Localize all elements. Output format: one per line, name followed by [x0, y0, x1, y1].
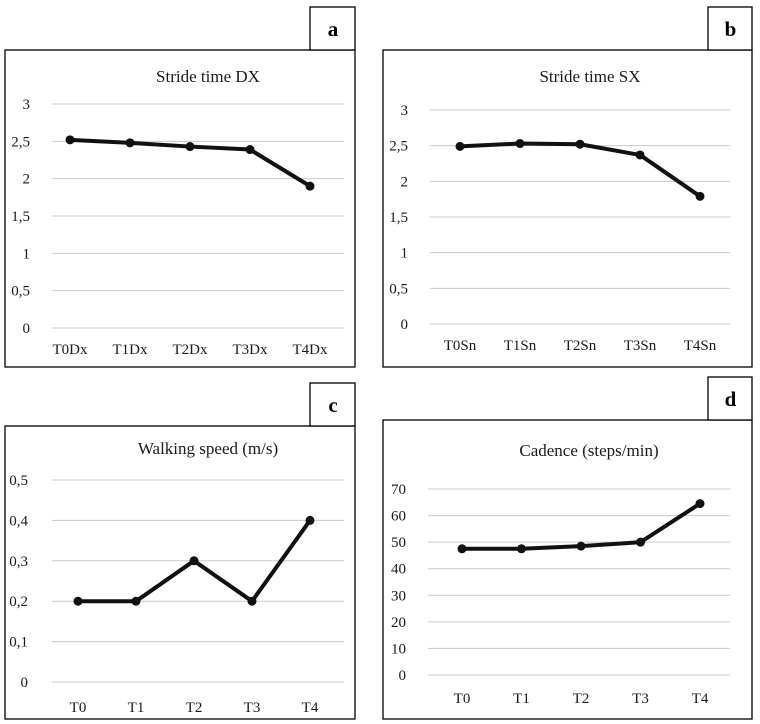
- y-tick-label: 1,5: [11, 209, 30, 225]
- data-point: [575, 139, 585, 149]
- x-tick-label: T3Sn: [624, 338, 657, 354]
- y-tick-label: 0: [23, 321, 31, 337]
- x-tick-label: T2: [573, 691, 590, 707]
- data-point: [636, 537, 645, 547]
- y-tick-label: 0,1: [9, 635, 28, 651]
- x-tick-label: T4Dx: [293, 342, 328, 358]
- data-point: [695, 191, 705, 201]
- y-tick-label: 2,5: [11, 134, 30, 150]
- y-tick-label: 50: [391, 535, 406, 551]
- y-tick-label: 2,5: [389, 139, 408, 155]
- y-tick-label: 0,2: [9, 594, 28, 610]
- y-tick-label: 30: [391, 588, 406, 604]
- y-tick-label: 20: [391, 615, 406, 631]
- panel-badge-label: c: [328, 393, 337, 417]
- x-tick-label: T4: [692, 691, 709, 707]
- x-tick-label: T0Dx: [53, 342, 88, 358]
- x-tick-label: T2Sn: [564, 338, 597, 354]
- chart-d-svg: d Cadence (steps/min) 0 10 20 30 40 50 60 70 T0 T1 T…: [382, 376, 753, 720]
- x-tick-label: T1: [128, 700, 145, 716]
- chart-title: Stride time SX: [539, 67, 640, 86]
- data-point: [455, 141, 465, 151]
- x-tick-label: T1Dx: [113, 342, 148, 358]
- x-tick-label: T4: [302, 700, 319, 716]
- panel-badge-label: d: [725, 387, 737, 411]
- y-tick-label: 70: [391, 482, 406, 498]
- data-point: [635, 150, 645, 160]
- panel-badge: [309, 6, 356, 51]
- data-point: [189, 556, 199, 566]
- x-tick-label: T3: [632, 691, 649, 707]
- y-tick-label: 3: [401, 103, 409, 119]
- y-tick-label: 2: [401, 174, 409, 190]
- chart-frame: [382, 49, 753, 368]
- y-tick-label: 3: [23, 97, 31, 113]
- chart-frame: [4, 49, 356, 368]
- y-tick-label: 2: [23, 172, 31, 188]
- data-point: [65, 135, 75, 145]
- x-tick-label: T1: [513, 691, 530, 707]
- data-point: [185, 142, 195, 152]
- panel-badge-label: b: [725, 17, 737, 41]
- y-tick-label: 0,3: [9, 554, 28, 570]
- data-point: [247, 596, 257, 606]
- y-tick-label: 0: [21, 675, 29, 691]
- chart-panel-d: d Cadence (steps/min) 0 10 20 30 40 50 60 70 T0 T1 T…: [382, 376, 753, 720]
- data-point: [576, 541, 586, 551]
- data-point: [305, 515, 315, 525]
- chart-title: Walking speed (m/s): [138, 439, 278, 458]
- chart-panel-a: a Stride time DX 0 0,5 1 1,5 2 2,5 3 T0Dx T1Dx T2Dx…: [4, 6, 356, 368]
- data-point: [245, 145, 255, 155]
- x-tick-label: T1Sn: [504, 338, 537, 354]
- data-point: [131, 596, 141, 606]
- data-point: [125, 138, 135, 148]
- x-tick-label: T2Dx: [173, 342, 208, 358]
- y-tick-label: 0: [401, 317, 409, 333]
- y-tick-label: 0,5: [11, 284, 30, 300]
- y-tick-label: 0,5: [9, 473, 28, 489]
- x-tick-label: T3Dx: [233, 342, 268, 358]
- y-tick-label: 1,5: [389, 210, 408, 226]
- x-tick-label: T0: [70, 700, 87, 716]
- chart-panel-c: c Walking speed (m/s) 0 0,1 0,2 0,3 0,4 0,5 T0 T1…: [4, 382, 356, 720]
- panel-badge: [707, 376, 753, 421]
- data-point: [457, 544, 467, 554]
- chart-a-svg: a Stride time DX 0 0,5 1 1,5 2 2,5 3 T0Dx T1Dx T2Dx…: [4, 6, 356, 368]
- chart-c-svg: c Walking speed (m/s) 0 0,1 0,2 0,3 0,4 0,5 T0 T1…: [4, 382, 356, 720]
- chart-frame: [4, 425, 356, 720]
- y-tick-label: 1: [23, 246, 31, 262]
- y-tick-label: 0,5: [389, 281, 408, 297]
- y-tick-label: 0,4: [9, 513, 28, 529]
- data-point: [515, 139, 525, 149]
- y-tick-label: 1: [401, 246, 409, 262]
- data-point: [695, 499, 705, 509]
- chart-title: Cadence (steps/min): [519, 441, 658, 460]
- x-tick-label: T0Sn: [444, 338, 477, 354]
- data-point: [305, 181, 315, 191]
- panel-badge: [707, 6, 753, 51]
- series-line: [458, 141, 702, 199]
- data-point: [517, 544, 526, 554]
- x-tick-label: T2: [186, 700, 203, 716]
- y-tick-label: 60: [391, 509, 406, 525]
- chart-frame: [382, 419, 753, 720]
- chart-title: Stride time DX: [156, 67, 260, 86]
- y-tick-label: 40: [391, 562, 406, 578]
- chart-b-svg: b Stride time SX 0 0,5 1 1,5 2 2,5 3 T0Sn T1Sn T2Sn…: [382, 6, 753, 368]
- x-tick-label: T3: [244, 700, 261, 716]
- panel-badge: [309, 382, 356, 427]
- y-tick-label: 10: [391, 641, 406, 657]
- chart-panel-b: b Stride time SX 0 0,5 1 1,5 2 2,5 3 T0Sn T1Sn T2Sn…: [382, 6, 753, 368]
- data-point: [73, 596, 83, 606]
- y-tick-label: 0: [399, 668, 407, 684]
- x-tick-label: T4Sn: [684, 338, 717, 354]
- panel-badge-label: a: [328, 17, 339, 41]
- x-tick-label: T0: [454, 691, 471, 707]
